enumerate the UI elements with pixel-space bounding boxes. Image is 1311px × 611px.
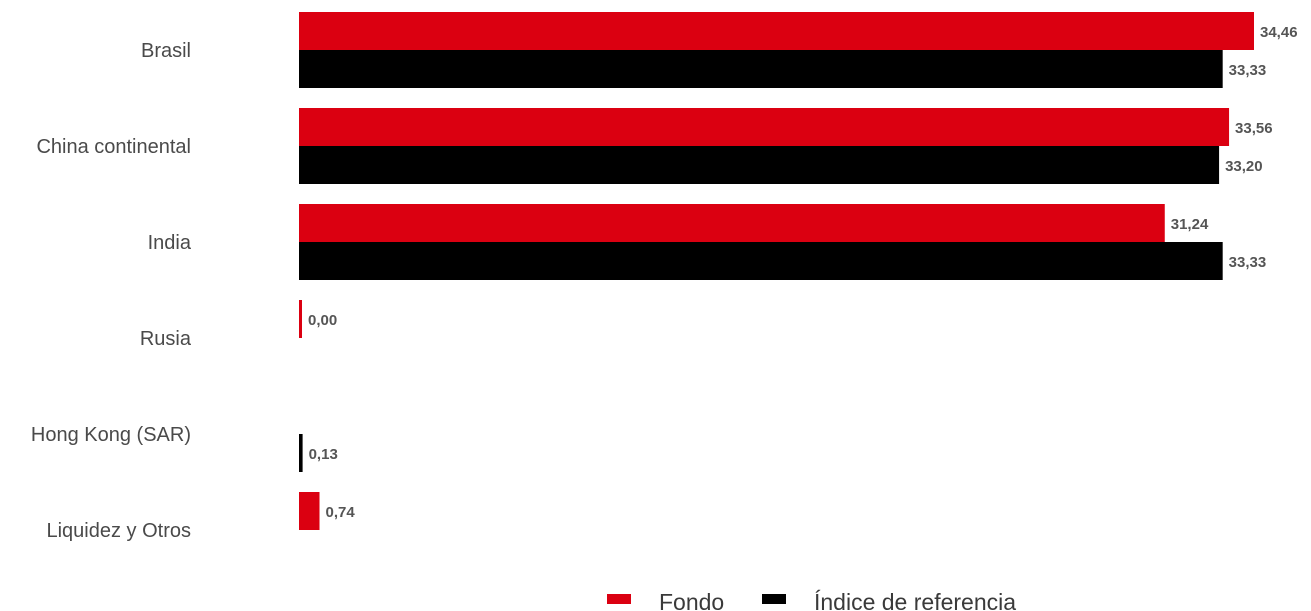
- bar-ndice-de-referencia-brasil: [299, 50, 1223, 88]
- value-label-fondo-china-continental: 33,56: [1235, 120, 1273, 137]
- bar-ndice-de-referencia-india: [299, 242, 1223, 280]
- bar-ndice-de-referencia-china-continental: [299, 146, 1220, 184]
- bar-ndice-de-referencia-hong-kong-sar: [299, 434, 303, 472]
- category-label-liquidez-y-otros: Liquidez y Otros: [46, 520, 191, 542]
- category-label-hong-kong-sar: Hong Kong (SAR): [31, 424, 191, 446]
- legend-swatch-fondo: [607, 594, 631, 604]
- value-labels: 34,46 33,33 33,56 33,20 31,24 33,33 0,00 0,13 0,…: [308, 24, 1298, 521]
- bar-fondo-india: [299, 204, 1165, 242]
- category-label-china-continental: China continental: [36, 136, 191, 158]
- value-label-ndice-de-referencia-hong-kong-sar: 0,13: [309, 446, 338, 463]
- legend-swatch-indice: [762, 594, 786, 604]
- legend: Fondo Índice de referencia: [607, 589, 1016, 611]
- bars: [299, 12, 1254, 530]
- bar-fondo-brasil: [299, 12, 1254, 50]
- value-label-ndice-de-referencia-brasil: 33,33: [1229, 62, 1267, 79]
- bar-fondo-liquidez-y-otros: [299, 492, 320, 530]
- value-label-fondo-india: 31,24: [1171, 216, 1209, 233]
- value-label-ndice-de-referencia-india: 33,33: [1229, 254, 1267, 271]
- value-label-fondo-rusia: 0,00: [308, 312, 337, 329]
- legend-label-fondo: Fondo: [659, 589, 724, 611]
- value-label-ndice-de-referencia-china-continental: 33,20: [1225, 158, 1263, 175]
- value-label-fondo-liquidez-y-otros: 0,74: [326, 504, 356, 521]
- value-label-fondo-brasil: 34,46: [1260, 24, 1298, 41]
- category-label-brasil: Brasil: [141, 40, 191, 62]
- category-label-rusia: Rusia: [140, 328, 192, 350]
- bar-fondo-rusia: [299, 300, 302, 338]
- bar-fondo-china-continental: [299, 108, 1230, 146]
- category-labels: Brasil China continental India Rusia Hong Ko…: [31, 40, 192, 542]
- legend-label-indice: Índice de referencia: [814, 589, 1016, 611]
- category-label-india: India: [148, 232, 192, 254]
